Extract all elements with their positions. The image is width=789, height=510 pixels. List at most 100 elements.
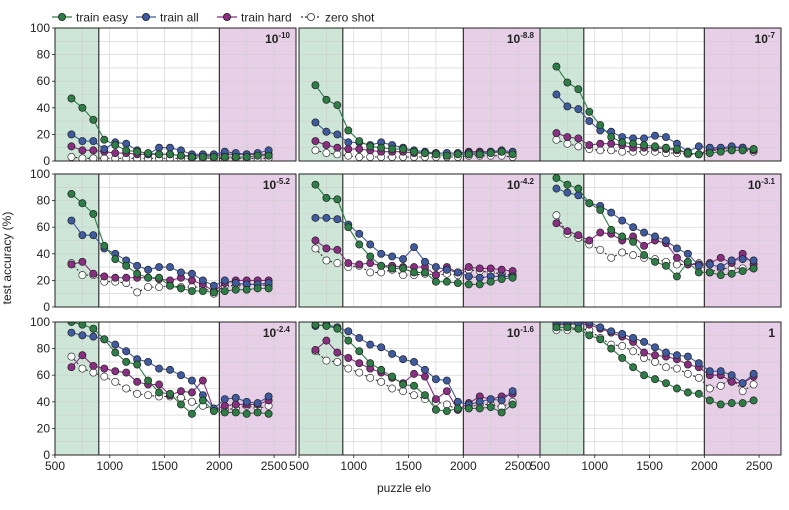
- data-point-zero-shot: [344, 364, 353, 373]
- data-point-zero-shot: [388, 384, 397, 393]
- data-point-train-hard: [716, 253, 725, 262]
- data-point-train-easy: [220, 287, 229, 295]
- data-point-zero-shot: [322, 256, 331, 265]
- y-tick-label: 100: [30, 315, 50, 329]
- data-point-train-easy: [651, 142, 659, 151]
- data-point-train-hard: [133, 377, 142, 386]
- data-point-train-easy: [497, 275, 506, 284]
- data-point-train-easy: [100, 135, 109, 144]
- data-point-train-easy: [585, 331, 594, 340]
- data-point-train-hard: [89, 361, 98, 370]
- data-point-train-hard: [220, 401, 229, 410]
- data-point-train-hard: [574, 231, 583, 240]
- data-point-train-hard: [333, 245, 342, 254]
- data-point-train-hard: [111, 367, 120, 376]
- data-point-train-hard: [89, 146, 98, 155]
- plot-frame: [539, 173, 782, 308]
- data-point-train-easy: [431, 405, 440, 414]
- data-point-train-easy: [209, 153, 218, 161]
- data-point-train-easy: [177, 400, 185, 409]
- data-point-train-all: [574, 105, 583, 114]
- data-point-train-easy: [366, 359, 375, 368]
- data-point-train-easy: [585, 199, 594, 208]
- data-point-train-all: [738, 379, 747, 388]
- data-point-train-easy: [399, 264, 408, 273]
- data-point-zero-shot: [629, 251, 638, 260]
- data-point-train-hard: [311, 137, 320, 145]
- data-point-zero-shot: [563, 139, 572, 148]
- series-group: [552, 174, 758, 281]
- data-point-train-hard: [552, 219, 561, 228]
- data-point-train-all: [442, 376, 451, 385]
- data-point-zero-shot: [596, 245, 605, 254]
- data-point-train-all: [410, 243, 418, 252]
- data-point-train-all: [333, 130, 342, 139]
- data-point-train-easy: [683, 257, 692, 266]
- data-point-train-hard: [563, 133, 572, 142]
- data-point-train-hard: [683, 360, 692, 369]
- data-point-zero-shot: [662, 363, 670, 372]
- x-tick-label: 2000: [450, 459, 477, 473]
- data-point-train-all: [144, 357, 153, 366]
- data-point-train-easy: [607, 133, 616, 142]
- gridlines: [540, 174, 781, 307]
- plot-frame: [539, 27, 782, 162]
- data-point-zero-shot: [67, 153, 76, 161]
- data-point-train-hard: [111, 149, 120, 157]
- data-point-train-all: [662, 348, 670, 357]
- y-tick-label: 100: [30, 167, 50, 181]
- data-point-train-easy: [231, 153, 240, 161]
- data-point-train-easy: [694, 150, 703, 159]
- data-point-train-all: [749, 256, 758, 265]
- data-point-train-all: [333, 215, 342, 224]
- data-point-train-all: [694, 261, 703, 270]
- data-point-train-hard: [464, 263, 473, 272]
- data-point-train-easy: [242, 409, 251, 418]
- data-point-train-all: [67, 328, 76, 337]
- data-point-train-easy: [596, 335, 605, 344]
- data-point-train-easy: [264, 151, 273, 160]
- data-point-zero-shot: [618, 147, 627, 156]
- x-tick-label: 1500: [395, 459, 422, 473]
- data-point-train-easy: [574, 324, 583, 333]
- x-tick-label: 2000: [691, 459, 718, 473]
- panel-4: 10-5.2 0 20 40 60 80 100: [30, 167, 297, 314]
- data-point-train-all: [618, 330, 627, 338]
- data-point-train-hard: [322, 336, 331, 345]
- data-point-train-all: [78, 231, 87, 240]
- data-point-zero-shot: [618, 248, 627, 257]
- data-point-train-all: [377, 249, 386, 258]
- data-point-train-all: [431, 375, 440, 384]
- data-point-train-all: [563, 188, 572, 197]
- data-point-zero-shot: [596, 146, 605, 155]
- data-point-train-easy: [421, 268, 429, 277]
- data-point-train-easy: [133, 147, 142, 156]
- data-point-train-easy: [399, 380, 408, 389]
- data-point-train-hard: [344, 145, 353, 153]
- data-point-zero-shot: [574, 142, 583, 151]
- legend-marker: [58, 12, 67, 21]
- data-point-train-hard: [607, 139, 616, 148]
- data-point-train-hard: [100, 272, 109, 281]
- data-point-train-all: [629, 334, 638, 342]
- data-point-train-all: [111, 340, 120, 349]
- data-point-zero-shot: [322, 356, 331, 365]
- data-point-zero-shot: [618, 341, 627, 350]
- data-point-zero-shot: [399, 387, 408, 396]
- data-point-zero-shot: [694, 373, 703, 382]
- data-point-train-easy: [311, 322, 320, 329]
- data-point-train-hard: [231, 400, 240, 409]
- data-point-train-easy: [596, 205, 605, 214]
- data-point-train-easy: [366, 252, 375, 261]
- data-point-train-all: [220, 395, 229, 404]
- x-tick-label: 2500: [746, 459, 773, 473]
- y-tick-label: 40: [37, 395, 51, 409]
- data-point-train-hard: [442, 387, 451, 396]
- data-point-train-easy: [78, 199, 87, 208]
- data-point-train-all: [122, 139, 131, 148]
- data-point-train-all: [242, 397, 251, 406]
- data-point-train-hard: [198, 376, 207, 385]
- data-point-train-easy: [253, 284, 262, 293]
- data-point-train-all: [607, 208, 616, 217]
- data-point-train-easy: [672, 272, 681, 281]
